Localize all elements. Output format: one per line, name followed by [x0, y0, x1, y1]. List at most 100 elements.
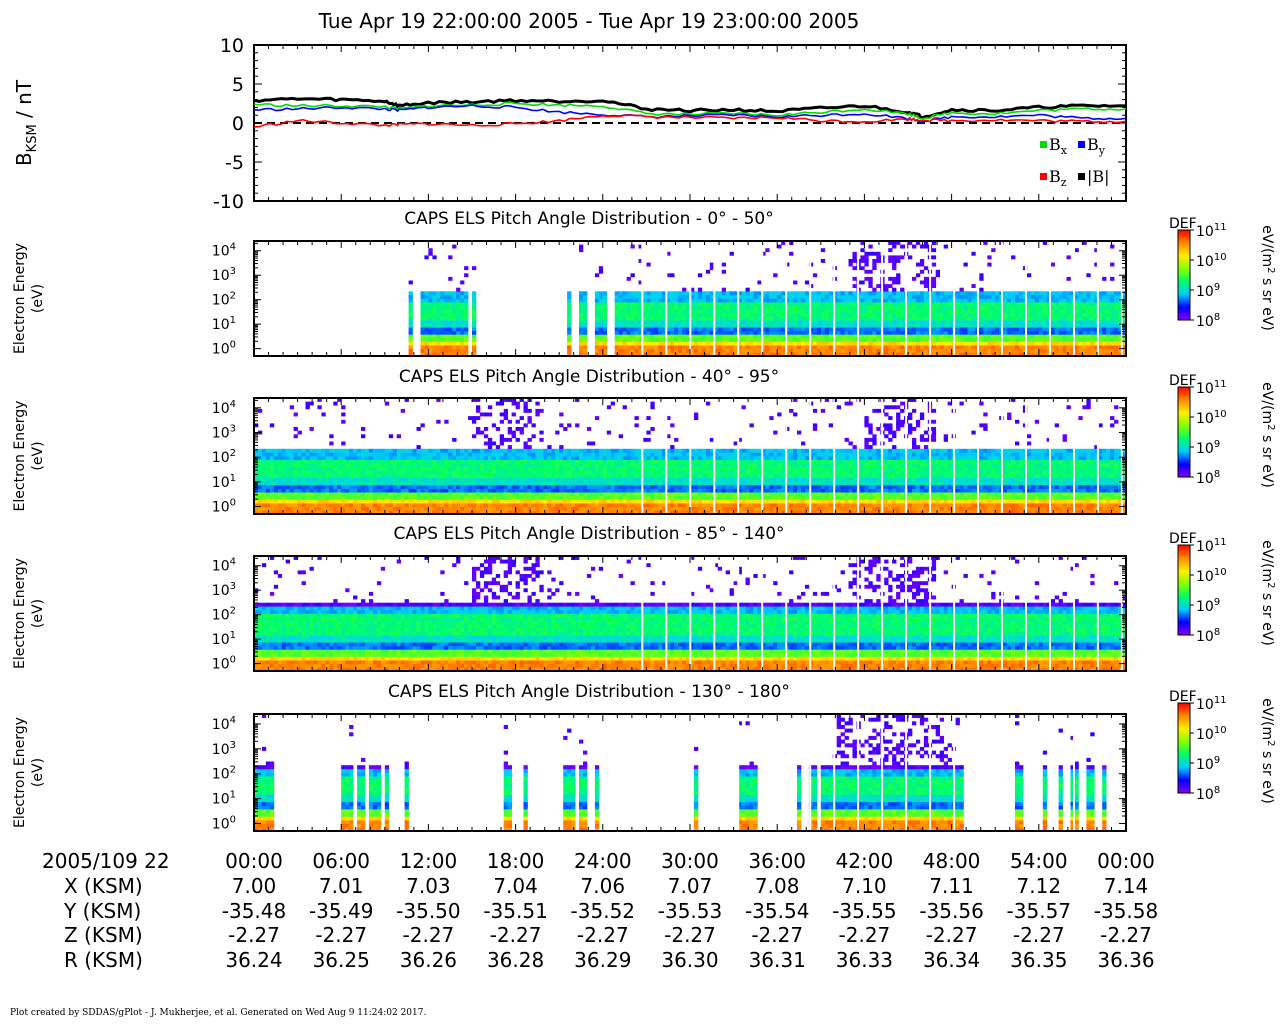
spectrogram-cell: [1011, 294, 1016, 299]
spectrogram-cell: [931, 320, 937, 324]
spectrogram-cell: [499, 437, 504, 442]
spectrogram-cell: [1106, 302, 1111, 306]
spectrogram-cell: [515, 459, 520, 464]
spectrogram-cell: [955, 302, 960, 306]
data-gap-line: [905, 241, 908, 356]
spectrogram-cell: [479, 485, 485, 489]
spectrogram-cell: [1026, 327, 1032, 332]
spectrogram-cell: [590, 506, 596, 511]
spectrogram-cell: [503, 474, 508, 478]
data-gap-line: [809, 241, 812, 356]
spectrogram-cell: [456, 298, 461, 303]
spectrogram-cell: [309, 427, 314, 431]
spectrogram-cell: [523, 506, 528, 511]
spectrogram-cell: [701, 334, 707, 339]
spectrogram-cell: [281, 477, 286, 482]
spectrogram-cell: [444, 510, 449, 515]
spectrogram-cell: [888, 259, 893, 263]
spectrogram-cell: [662, 348, 667, 353]
spectrogram-cell: [313, 506, 318, 511]
spectrogram-cell: [404, 506, 409, 511]
spectrogram-cell: [1054, 352, 1059, 357]
spectrogram-cell: [317, 485, 322, 489]
spectrogram-cell: [729, 291, 734, 296]
spectrogram-cell: [594, 309, 600, 314]
spectrogram-cell: [361, 463, 366, 468]
spectrogram-cell: [559, 463, 564, 468]
spectrogram-cell: [420, 312, 425, 317]
spectrogram-cell: [432, 309, 437, 314]
spectrogram-cell: [365, 463, 370, 468]
spectrogram-cell: [440, 470, 445, 475]
spectrogram-cell: [372, 477, 378, 482]
spectrogram-cell: [448, 448, 453, 453]
spectrogram-cell: [301, 510, 306, 515]
spectrogram-cell: [1015, 345, 1020, 350]
spectrogram-cell: [519, 506, 524, 511]
spectrogram-cell: [943, 338, 948, 342]
spectrogram-cell: [868, 276, 873, 281]
spectrogram-cell: [531, 485, 536, 489]
spectrogram-cell: [666, 320, 671, 324]
spectrogram-cell: [836, 305, 841, 310]
spectrogram-cell: [329, 463, 334, 468]
spectrogram-cell: [309, 463, 314, 468]
spectrogram-cell: [690, 352, 695, 357]
spectrogram-cell: [333, 448, 338, 453]
y-tick-label: 10: [220, 35, 244, 57]
spectrogram-cell: [864, 316, 869, 321]
spectrogram-cell: [935, 305, 940, 310]
spectrogram-cell: [678, 352, 683, 357]
spectrogram-cell: [464, 488, 469, 493]
spectrogram-cell: [908, 348, 913, 353]
spectrogram-cell: [915, 334, 921, 339]
spectrogram-cell: [1058, 305, 1063, 310]
spectrogram-cell: [361, 499, 366, 504]
spectrogram-cell: [773, 305, 778, 310]
spectrogram-cell: [586, 488, 592, 493]
spectrogram-cell: [293, 503, 298, 507]
spectrogram-cell: [1054, 323, 1059, 328]
spectrogram-cell: [468, 503, 473, 507]
spectrogram-cell: [289, 503, 294, 507]
spectrogram-cell: [1062, 291, 1067, 296]
spectrogram-cell: [404, 474, 409, 478]
spectrogram-cell: [511, 459, 516, 464]
spectrogram-cell: [725, 345, 730, 350]
spectrogram-cell: [523, 445, 528, 449]
spectrogram-cell: [456, 334, 461, 339]
spectrogram-cell: [816, 323, 822, 328]
spectrogram-cell: [503, 437, 508, 442]
spectrogram-cell: [408, 312, 413, 317]
spectrogram-cell: [1058, 352, 1063, 357]
spectrogram-cell: [579, 338, 584, 342]
spectrogram-cell: [313, 477, 318, 482]
spectrogram-cell: [1082, 330, 1087, 335]
spectrogram-cell: [372, 463, 378, 468]
spectrogram-cell: [329, 488, 334, 493]
spectrogram-cell: [583, 334, 588, 339]
spectrogram-cell: [753, 294, 758, 299]
spectrogram-cell: [828, 348, 833, 353]
spectrogram-cell: [519, 488, 524, 493]
spectrogram-cell: [1054, 345, 1059, 350]
spectrogram-cell: [313, 474, 318, 478]
spectrogram-cell: [289, 485, 294, 489]
spectrogram-cell: [388, 459, 394, 464]
spectrogram-cell: [674, 316, 679, 321]
spectrogram-cell: [777, 334, 782, 339]
spectrogram-cell: [896, 327, 901, 332]
spectrogram-cell: [745, 341, 750, 346]
spectrogram-cell: [816, 338, 822, 342]
spectrogram-cell: [479, 456, 485, 460]
spectrogram-cell: [630, 348, 635, 353]
spectrogram-cell: [325, 459, 330, 464]
spectrogram-cell: [836, 312, 841, 317]
spectrogram-cell: [662, 323, 667, 328]
spectrogram-cell: [487, 456, 493, 460]
spectrogram-cell: [618, 294, 623, 299]
spectrogram-cell: [864, 348, 869, 353]
spectrogram-cell: [483, 488, 489, 493]
spectrogram-cell: [547, 456, 552, 460]
spectrogram-cell: [598, 323, 604, 328]
